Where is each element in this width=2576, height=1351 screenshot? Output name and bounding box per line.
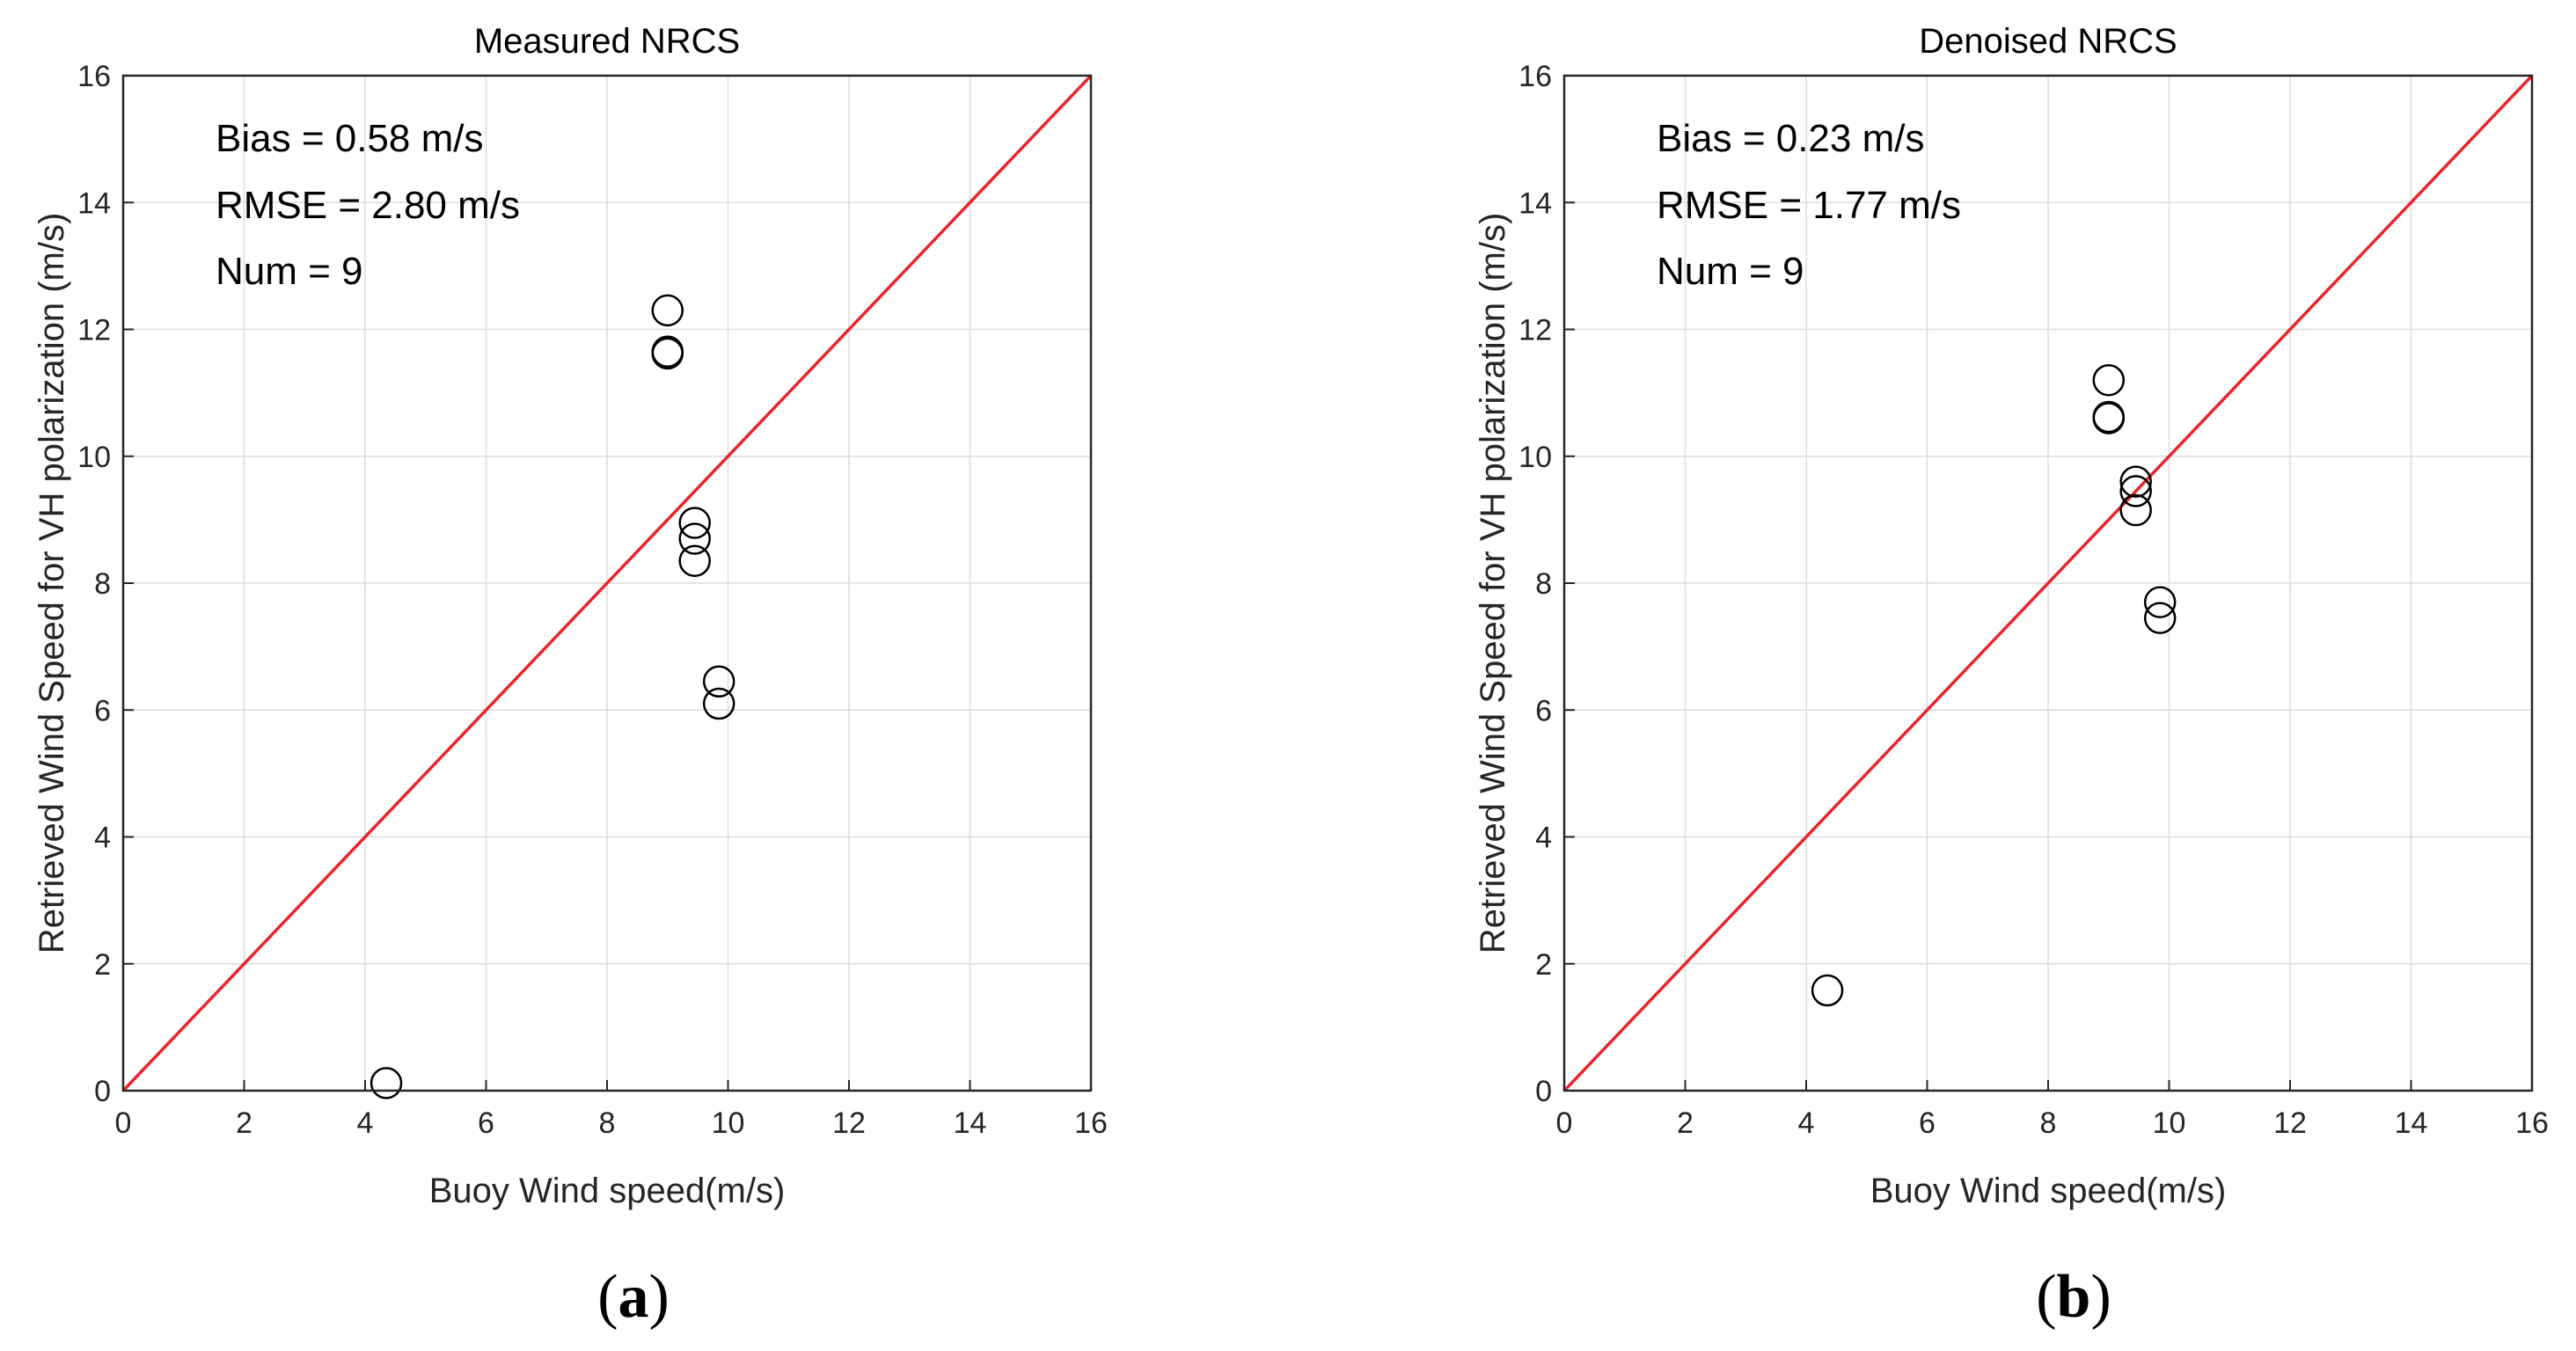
panel-a-y-tick-label: 8 [94, 567, 111, 601]
panel-a-x-tick-label: 4 [357, 1106, 374, 1140]
panel-b-data-point [1811, 974, 1844, 1007]
panel-a-x-tick-label: 16 [1074, 1106, 1108, 1140]
panel-b: Denoised NRCS 0 2 4 6 8 10 12 14 16 0 2 4 6 8 10 12 14 1… [1474, 22, 2549, 1331]
panel-a-x-tick-label: 2 [236, 1106, 252, 1140]
panel-a-data-point [678, 522, 711, 555]
panel-b-y-tick-label: 16 [1519, 60, 1552, 93]
panel-b-data-point [2092, 402, 2125, 435]
panel-a-y-tick-label: 0 [94, 1075, 111, 1108]
panel-a-data-point [702, 687, 735, 720]
panel-a-num-annotation: Num = 9 [216, 250, 363, 293]
panel-a-data-point [678, 507, 711, 539]
panel-a-y-tick-label: 6 [94, 694, 111, 727]
panel-b-data-point [2092, 363, 2125, 397]
panel-b-y-tick-label: 6 [1535, 694, 1552, 727]
panel-b-data-point [2119, 475, 2152, 508]
panel-b-reference-line [1562, 74, 2534, 1092]
panel-b-x-ticks: 0 2 4 6 8 10 12 14 16 [1556, 1080, 2549, 1140]
panel-b-rmse-annotation: RMSE = 1.77 m/s [1657, 184, 1961, 227]
panel-a-y-ticks: 0 2 4 6 8 10 12 14 16 [77, 60, 134, 1108]
panel-a-reference-line-group [121, 74, 1093, 1092]
panel-a-x-tick-label: 12 [832, 1106, 866, 1140]
panel-a-y-axis-title: Retrieved Wind Speed for VH polarization… [33, 213, 71, 954]
panel-b-y-ticks: 0 2 4 6 8 10 12 14 16 [1519, 60, 1575, 1108]
panel-a: Measured NRCS 0 2 4 6 8 10 12 14 16 0 2 4 6 8 10 12 14 1… [33, 22, 1108, 1331]
panel-a-label-letter: a [618, 1263, 649, 1331]
panel-a-data-point [651, 294, 684, 327]
panel-b-x-axis-title: Buoy Wind speed(m/s) [1870, 1172, 2227, 1210]
panel-b-y-tick-label: 12 [1519, 314, 1552, 347]
panel-b-y-tick-label: 0 [1535, 1075, 1552, 1108]
panel-a-y-tick-label: 12 [77, 314, 111, 347]
panel-b-data-point [2143, 586, 2177, 618]
panel-a-x-tick-label: 10 [712, 1106, 745, 1140]
panel-a-title: Measured NRCS [474, 22, 740, 61]
panel-a-data-point [651, 337, 684, 370]
panel-b-y-tick-label: 4 [1535, 822, 1552, 855]
panel-b-y-tick-label: 14 [1519, 186, 1552, 220]
panel-b-title: Denoised NRCS [1919, 22, 2177, 61]
panel-b-x-tick-label: 14 [2395, 1106, 2428, 1140]
panel-b-label: (b) [2036, 1263, 2111, 1331]
panel-b-data-point [2143, 602, 2177, 634]
panel-b-y-tick-label: 10 [1519, 441, 1552, 474]
panel-a-rmse-annotation: RMSE = 2.80 m/s [216, 184, 520, 227]
panel-a-points [370, 294, 735, 1099]
panel-b-x-tick-label: 8 [2040, 1106, 2057, 1140]
panel-a-x-tick-label: 0 [115, 1106, 132, 1140]
panel-a-y-tick-label: 4 [94, 822, 111, 855]
panel-b-reference-line-group [1562, 74, 2534, 1092]
panel-a-x-tick-label: 14 [954, 1106, 987, 1140]
panel-a-x-ticks: 0 2 4 6 8 10 12 14 16 [115, 1080, 1108, 1140]
panel-a-y-tick-label: 14 [77, 186, 111, 220]
panel-b-data-point [2119, 465, 2152, 498]
panel-a-label: (a) [597, 1263, 670, 1331]
panel-b-bias-annotation: Bias = 0.23 m/s [1657, 117, 1924, 160]
panel-b-num-annotation: Num = 9 [1657, 250, 1804, 293]
panel-b-label-letter: b [2057, 1263, 2091, 1331]
panel-b-x-tick-label: 16 [2515, 1106, 2549, 1140]
panel-a-data-point [702, 665, 735, 698]
panel-a-x-tick-label: 8 [599, 1106, 616, 1140]
panel-a-data-point [678, 544, 711, 578]
panel-a-data-point [370, 1067, 403, 1099]
panel-a-y-tick-label: 10 [77, 441, 111, 474]
panel-b-x-tick-label: 6 [1919, 1106, 1936, 1140]
panel-b-x-tick-label: 12 [2273, 1106, 2307, 1140]
panel-b-y-tick-label: 8 [1535, 567, 1552, 601]
panel-a-reference-line [121, 74, 1093, 1092]
panel-a-y-tick-label: 2 [94, 948, 111, 982]
panel-b-x-tick-label: 2 [1677, 1106, 1694, 1140]
panel-b-x-tick-label: 0 [1556, 1106, 1573, 1140]
panel-b-x-tick-label: 10 [2153, 1106, 2186, 1140]
panel-b-y-tick-label: 2 [1535, 948, 1552, 982]
panel-a-bias-annotation: Bias = 0.58 m/s [216, 117, 483, 160]
panel-b-data-point [2119, 493, 2152, 527]
panel-b-y-axis-title: Retrieved Wind Speed for VH polarization… [1474, 213, 1512, 954]
panel-a-x-tick-label: 6 [478, 1106, 494, 1140]
panel-a-x-axis-title: Buoy Wind speed(m/s) [429, 1172, 786, 1210]
panel-b-x-tick-label: 4 [1798, 1106, 1815, 1140]
panel-a-y-tick-label: 16 [77, 60, 111, 93]
panel-b-points [1811, 363, 2177, 1007]
